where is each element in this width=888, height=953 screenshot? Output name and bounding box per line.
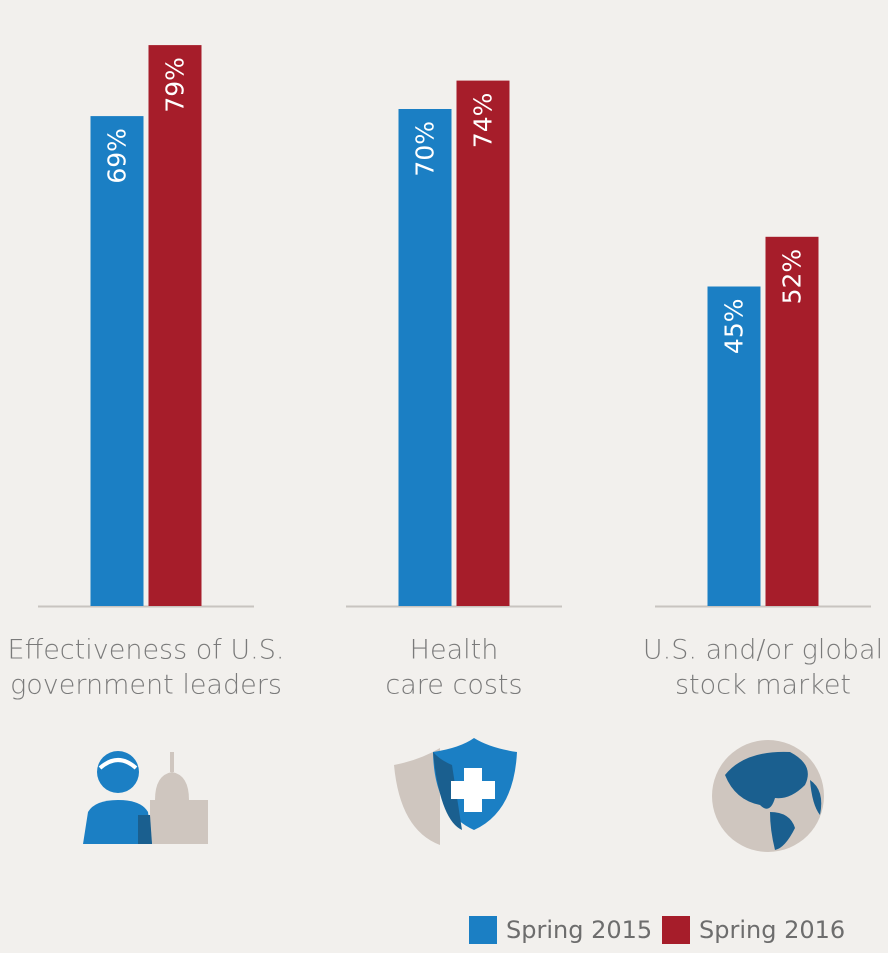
shield-icon — [394, 738, 517, 845]
category-label: U.S. and/or global — [643, 635, 883, 666]
value-label: 79% — [161, 57, 190, 113]
value-label: 45% — [720, 299, 749, 355]
category-label: stock market — [675, 670, 851, 701]
value-label: 52% — [778, 249, 807, 305]
bar — [148, 45, 202, 607]
category-label: care costs — [385, 670, 522, 701]
category-label: government leaders — [10, 670, 282, 701]
globe-icon — [712, 740, 824, 852]
bar — [398, 109, 452, 606]
government-icon — [83, 751, 208, 844]
value-label: 74% — [469, 93, 498, 149]
legend-label: Spring 2015 — [506, 916, 652, 944]
category-label: Health — [410, 635, 499, 666]
bar — [765, 236, 819, 607]
value-label: 69% — [103, 128, 132, 184]
bar — [707, 286, 761, 606]
legend-label: Spring 2016 — [699, 916, 845, 944]
bar — [456, 80, 510, 607]
legend-swatch — [662, 916, 690, 944]
category-label: Effectiveness of U.S. — [8, 635, 285, 666]
bar — [90, 116, 144, 606]
value-label: 70% — [411, 121, 440, 177]
legend-swatch — [469, 916, 497, 944]
